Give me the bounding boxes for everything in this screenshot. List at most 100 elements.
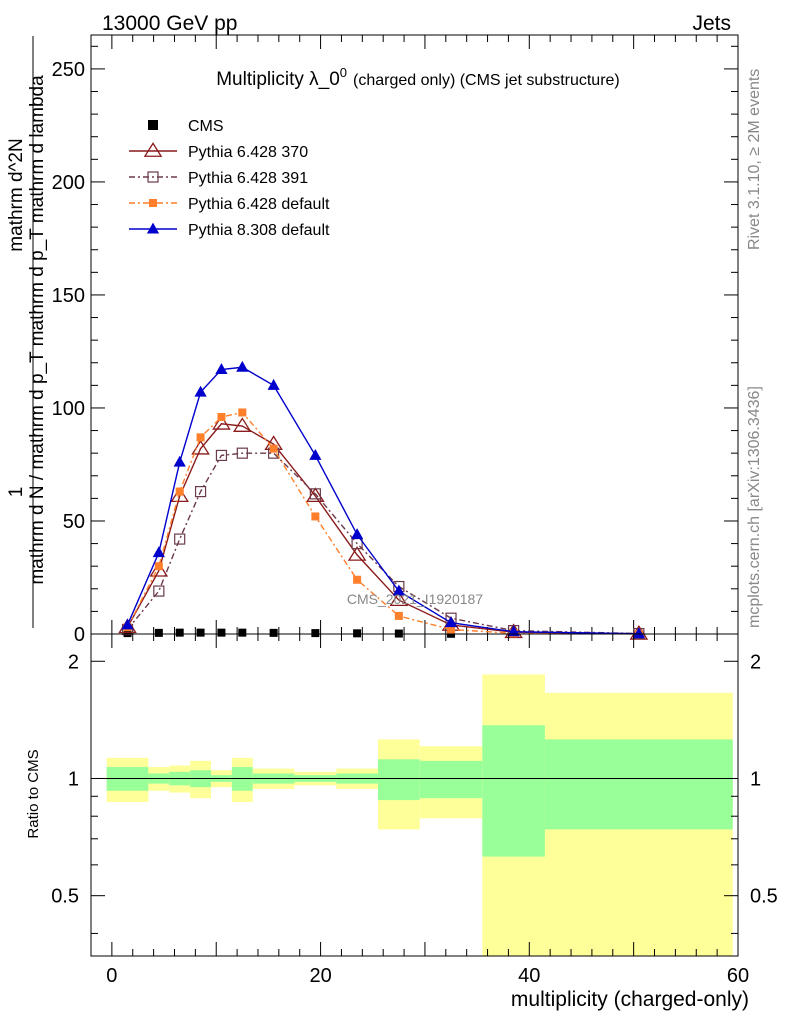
legend-marker (146, 222, 160, 234)
watermark: CMS_2021_I1920187 (347, 591, 483, 607)
legend-entry: Pythia 6.428 default (129, 196, 330, 213)
data-point (392, 584, 405, 596)
inner-band (377, 759, 420, 801)
legend-label: Pythia 6.428 391 (188, 170, 308, 187)
ratio-y-tick-label-right: 2 (750, 651, 761, 673)
data-point (153, 585, 165, 597)
inner-band (482, 725, 545, 857)
legend-entry: Pythia 8.308 default (129, 222, 330, 239)
data-point (347, 546, 367, 561)
y-tick-label: 100 (52, 398, 85, 420)
data-point (154, 628, 163, 637)
y-tick-label: 0 (74, 624, 85, 646)
y-tick-label: 250 (52, 59, 85, 81)
data-point (632, 627, 645, 639)
ratio-ylabel: Ratio to CMS (25, 749, 42, 838)
data-point (175, 628, 184, 637)
ylabel-numerator: 1 (6, 487, 27, 498)
data-point (170, 487, 190, 503)
data-point (194, 385, 207, 397)
data-point (353, 575, 362, 584)
ratio-y-tick-label: 0.5 (51, 886, 79, 908)
ylabel-right: mathrm d^2N (6, 138, 27, 251)
data-point (175, 487, 184, 496)
data-point (217, 628, 226, 637)
data-point (269, 628, 278, 637)
ratio-y-tick-label: 1 (68, 768, 79, 790)
legend-entry: Pythia 6.428 370 (129, 142, 308, 161)
main-axis-ticks: 0 50 100 150 200 250 (52, 35, 739, 646)
inner-band (419, 760, 483, 799)
ylabel-denominator: mathrm d N / mathrm d p_T mathrm d p_T m… (27, 75, 48, 585)
data-point (152, 546, 165, 558)
data-point (309, 448, 322, 460)
data-point (238, 408, 247, 417)
legend-marker (143, 142, 163, 157)
ratio-y-tick-label: 2 (68, 651, 79, 673)
chart-title: Multiplicity λ_00 (charged only) (CMS jet… (216, 65, 620, 90)
inner-band (544, 739, 733, 830)
legend-entry: CMS (148, 118, 224, 135)
x-tick-label: 20 (309, 965, 331, 987)
legend-marker (149, 199, 157, 207)
legend-label: Pythia 8.308 default (188, 222, 330, 239)
data-point (236, 447, 248, 459)
data-point (149, 561, 169, 577)
main-panel: 0 50 100 150 200 250 CMS_2021_I1920187 Multip… (6, 34, 739, 646)
header-right: Jets (692, 12, 731, 35)
y-tick-label: 50 (63, 511, 85, 533)
legend-marker (147, 171, 159, 183)
ratio-frame (90, 633, 739, 957)
data-point (444, 616, 458, 628)
data-point (447, 625, 456, 634)
data-point (389, 591, 409, 607)
data-point (215, 449, 228, 462)
data-point (121, 618, 134, 630)
legend-marker (148, 120, 158, 130)
data-point (267, 378, 280, 390)
data-point (196, 433, 205, 442)
legend: CMS Pythia 6.428 370 Pythia 6.428 391 Pythi… (129, 118, 330, 239)
data-point (311, 629, 320, 638)
series-2 (121, 447, 645, 640)
ratio-y-tick-label-right: 0.5 (750, 886, 778, 908)
ratio-y-tick-label-right: 1 (750, 768, 761, 790)
data-point (269, 444, 278, 453)
title-rest: (charged only) (CMS jet substructure) (353, 72, 620, 89)
data-point (173, 455, 186, 467)
data-point (306, 487, 325, 503)
data-point (353, 629, 362, 638)
data-point (233, 417, 252, 432)
data-point (309, 488, 321, 500)
legend-label: Pythia 6.428 370 (188, 144, 308, 161)
legend-entry: Pythia 6.428 391 (129, 170, 308, 187)
xlabel: multiplicity (charged-only) (511, 988, 749, 1011)
y-tick-label: 150 (52, 285, 85, 307)
data-point (350, 528, 364, 539)
title-main: Multiplicity λ_0 (216, 69, 340, 90)
data-point (196, 628, 205, 637)
ratio-axis-ticks: 0.5 0.51 12 20 20 40 60 (51, 634, 778, 987)
mcplots-label: mcplots.cern.ch [arXiv:1306.3436] (746, 386, 763, 628)
y-tick-label: 200 (52, 172, 85, 194)
ratio-panel: 0.5 0.51 12 20 20 40 60 Ratio to CMS multiplic… (25, 633, 778, 1011)
data-point (217, 413, 226, 422)
header-left: 13000 GeV pp (102, 12, 237, 35)
data-point (174, 533, 186, 545)
legend-label: Pythia 6.428 default (188, 196, 330, 213)
legend-label: CMS (188, 118, 224, 135)
data-point (507, 625, 520, 637)
data-point (311, 512, 320, 521)
title-sup: 0 (340, 65, 347, 80)
x-tick-label: 60 (727, 965, 749, 987)
series-4 (121, 360, 645, 639)
ratio-bands (91, 674, 738, 956)
x-tick-label: 40 (518, 965, 540, 987)
x-tick-label: 0 (106, 965, 117, 987)
data-point (236, 360, 249, 372)
data-point (212, 414, 231, 430)
rivet-label: Rivet 3.1.10, ≥ 2M events (746, 69, 763, 250)
data-point (238, 628, 247, 637)
data-point (394, 611, 403, 620)
